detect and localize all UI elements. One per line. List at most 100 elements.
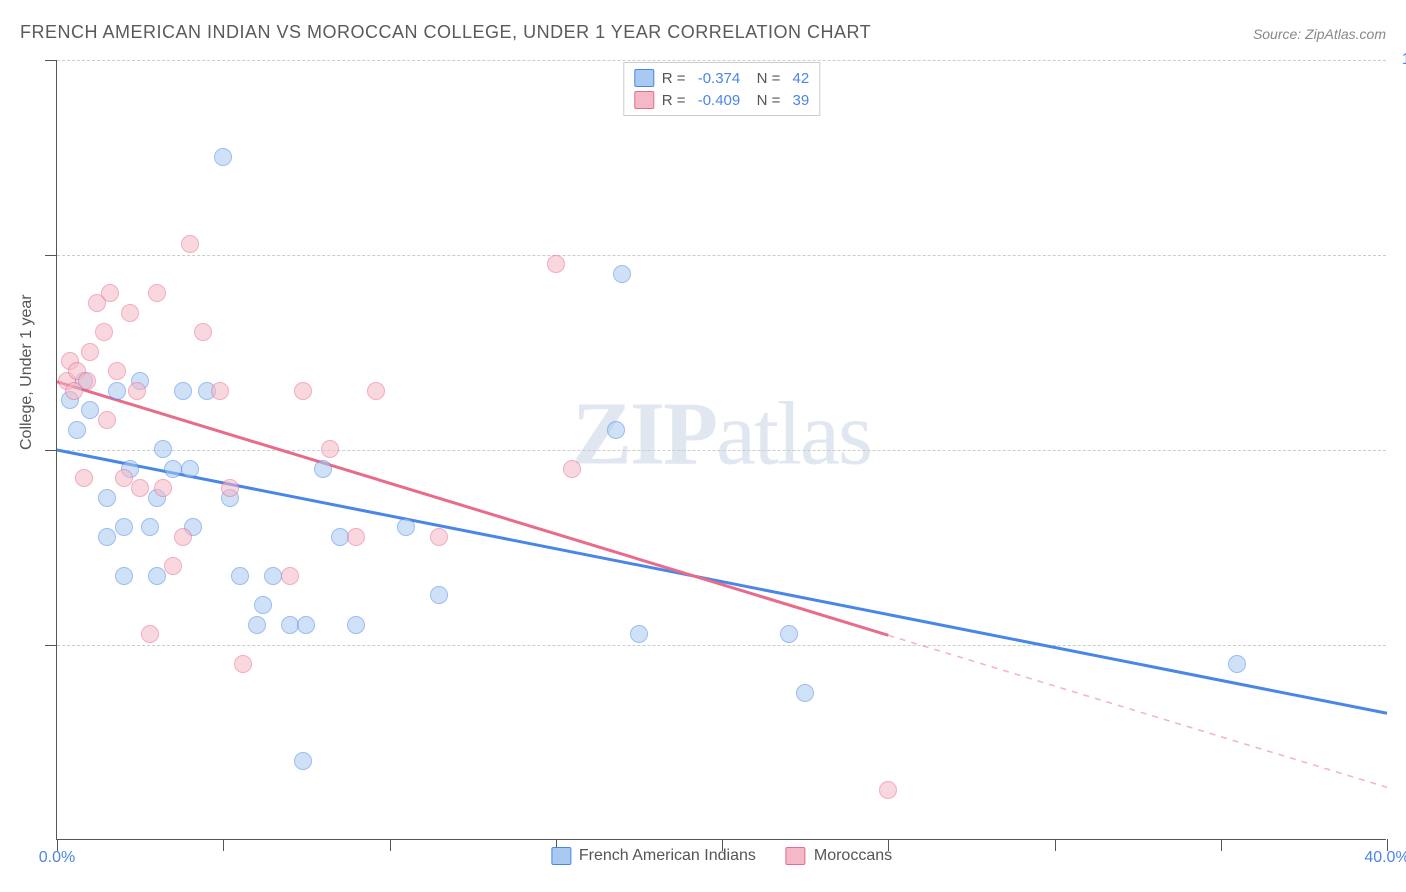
trend-line: [57, 382, 888, 636]
correlation-legend-row: R = -0.409 N = 39: [634, 89, 809, 111]
x-tick-mark: [390, 839, 391, 851]
legend-item: French American Indians: [551, 847, 756, 865]
data-point: [563, 460, 581, 478]
data-point: [115, 469, 133, 487]
trend-line-dashed: [888, 635, 1387, 787]
x-tick-mark: [223, 839, 224, 851]
data-point: [254, 596, 272, 614]
data-point: [796, 684, 814, 702]
data-point: [331, 528, 349, 546]
x-tick-mark: [1055, 839, 1056, 851]
trend-lines: [57, 60, 1386, 839]
data-point: [131, 479, 149, 497]
data-point: [115, 518, 133, 536]
data-point: [194, 323, 212, 341]
data-point: [281, 616, 299, 634]
data-point: [397, 518, 415, 536]
legend-label: French American Indians: [579, 847, 756, 865]
data-point: [248, 616, 266, 634]
y-tick-mark: [45, 60, 57, 61]
r-label: R =: [662, 92, 686, 109]
data-point: [221, 479, 239, 497]
n-label: N =: [748, 70, 780, 87]
y-tick-mark: [45, 450, 57, 451]
data-point: [347, 528, 365, 546]
data-point: [607, 421, 625, 439]
data-point: [630, 625, 648, 643]
data-point: [281, 567, 299, 585]
data-point: [214, 148, 232, 166]
data-point: [613, 265, 631, 283]
data-point: [181, 235, 199, 253]
data-point: [234, 655, 252, 673]
legend-swatch: [551, 847, 571, 865]
data-point: [98, 528, 116, 546]
r-value: -0.409: [694, 92, 741, 109]
data-point: [108, 382, 126, 400]
data-point: [294, 752, 312, 770]
data-point: [148, 567, 166, 585]
data-point: [81, 401, 99, 419]
data-point: [174, 382, 192, 400]
data-point: [1228, 655, 1246, 673]
data-point: [78, 372, 96, 390]
y-axis-label: College, Under 1 year: [18, 294, 36, 450]
data-point: [347, 616, 365, 634]
data-point: [108, 362, 126, 380]
data-point: [95, 323, 113, 341]
data-point: [141, 518, 159, 536]
y-tick-mark: [45, 645, 57, 646]
data-point: [211, 382, 229, 400]
source-credit: Source: ZipAtlas.com: [1253, 26, 1386, 42]
x-tick-mark: [1221, 839, 1222, 851]
data-point: [181, 460, 199, 478]
data-point: [75, 469, 93, 487]
data-point: [81, 343, 99, 361]
data-point: [98, 411, 116, 429]
data-point: [879, 781, 897, 799]
data-point: [68, 421, 86, 439]
data-point: [148, 284, 166, 302]
data-point: [430, 586, 448, 604]
correlation-legend: R = -0.374 N = 42R = -0.409 N = 39: [623, 62, 820, 116]
chart-title: FRENCH AMERICAN INDIAN VS MOROCCAN COLLE…: [20, 22, 871, 43]
x-tick-label: 0.0%: [39, 849, 75, 867]
legend-label: Moroccans: [814, 847, 892, 865]
n-label: N =: [748, 92, 780, 109]
data-point: [780, 625, 798, 643]
data-point: [101, 284, 119, 302]
data-point: [154, 440, 172, 458]
n-value: 42: [788, 70, 809, 87]
data-point: [164, 557, 182, 575]
plot-area: ZIPatlas 40.0%60.0%80.0%100.0% 0.0%40.0%…: [56, 60, 1386, 840]
legend-item: Moroccans: [786, 847, 892, 865]
data-point: [121, 304, 139, 322]
r-value: -0.374: [694, 70, 741, 87]
correlation-legend-row: R = -0.374 N = 42: [634, 67, 809, 89]
y-tick-mark: [45, 255, 57, 256]
legend-swatch: [634, 91, 654, 109]
series-legend: French American Indians Moroccans: [551, 847, 892, 865]
trend-line: [57, 450, 1387, 713]
n-value: 39: [788, 92, 809, 109]
x-tick-label: 40.0%: [1364, 849, 1406, 867]
data-point: [294, 382, 312, 400]
data-point: [154, 479, 172, 497]
legend-swatch: [634, 69, 654, 87]
data-point: [367, 382, 385, 400]
data-point: [128, 382, 146, 400]
data-point: [430, 528, 448, 546]
data-point: [231, 567, 249, 585]
data-point: [115, 567, 133, 585]
data-point: [297, 616, 315, 634]
r-label: R =: [662, 70, 686, 87]
data-point: [547, 255, 565, 273]
data-point: [164, 460, 182, 478]
data-point: [98, 489, 116, 507]
data-point: [264, 567, 282, 585]
data-point: [141, 625, 159, 643]
data-point: [321, 440, 339, 458]
data-point: [174, 528, 192, 546]
legend-swatch: [786, 847, 806, 865]
data-point: [314, 460, 332, 478]
